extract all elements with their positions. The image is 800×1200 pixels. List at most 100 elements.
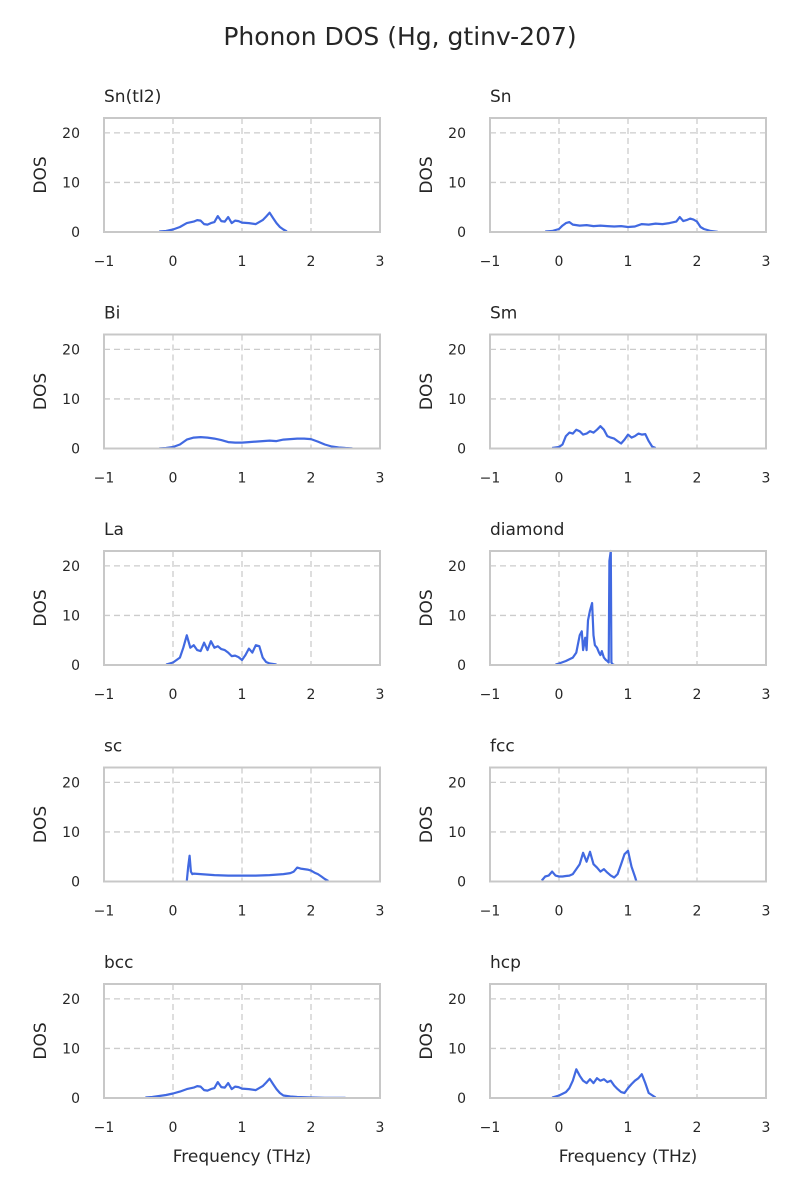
x-tick-label: 2: [693, 471, 702, 487]
x-tick-label: 2: [693, 904, 702, 920]
x-tick-label: 2: [307, 904, 316, 920]
y-axis-label: DOS: [417, 806, 437, 843]
plot-frame: [103, 983, 381, 1099]
x-tick-label: 3: [762, 254, 771, 270]
dos-series-line: [555, 549, 615, 666]
x-tick-label: 1: [238, 904, 247, 920]
y-tick-label: 10: [448, 175, 466, 191]
plot-frame: [103, 117, 381, 233]
x-tick-label: 1: [624, 904, 633, 920]
x-tick-label: 3: [376, 1120, 385, 1136]
x-tick-label: 1: [624, 471, 633, 487]
subplot-5: La −1 0 1 2 3 0 10 20 DOS: [31, 520, 384, 703]
x-tick-label: 2: [307, 1120, 316, 1136]
y-tick-label: 10: [448, 392, 466, 408]
y-axis-label: DOS: [417, 1022, 437, 1059]
x-tick-label: −1: [480, 687, 501, 703]
x-tick-label: 2: [307, 471, 316, 487]
x-axis-label: Frequency (THz): [559, 1147, 698, 1167]
subplot-title: La: [104, 520, 124, 540]
plot-frame: [489, 550, 767, 666]
x-tick-label: 0: [169, 904, 178, 920]
y-axis-label: DOS: [417, 373, 437, 410]
y-tick-label: 20: [62, 342, 80, 358]
dos-series-line: [551, 1068, 657, 1099]
y-tick-label: 0: [457, 225, 466, 241]
subplot-1: Sn(tI2) −1 0 1 2 3 0 10 20 DOS: [31, 87, 384, 270]
subplot-title: fcc: [490, 737, 515, 757]
subplot-7: sc −1 0 1 2 3 0 10 20 DOS: [31, 737, 384, 920]
dos-series-line: [540, 849, 638, 882]
subplot-title: hcp: [490, 953, 521, 973]
x-tick-label: −1: [480, 1120, 501, 1136]
subplot-2: Sn −1 0 1 2 3 0 10 20 DOS: [417, 87, 770, 270]
dos-series-line: [551, 425, 657, 450]
subplot-title: Sn(tI2): [104, 87, 161, 107]
x-tick-label: 1: [238, 471, 247, 487]
subplot-4: Sm −1 0 1 2 3 0 10 20 DOS: [417, 304, 770, 487]
y-tick-label: 10: [62, 392, 80, 408]
x-tick-label: 3: [376, 471, 385, 487]
y-axis-label: DOS: [31, 806, 51, 843]
y-tick-label: 10: [62, 175, 80, 191]
y-tick-label: 20: [448, 775, 466, 791]
x-tick-label: 3: [762, 471, 771, 487]
y-tick-label: 20: [448, 992, 466, 1008]
x-tick-label: −1: [480, 904, 501, 920]
x-tick-label: 0: [555, 904, 564, 920]
x-tick-label: 1: [624, 254, 633, 270]
y-tick-label: 20: [62, 775, 80, 791]
subplot-title: sc: [104, 737, 122, 757]
x-tick-label: −1: [94, 471, 115, 487]
x-tick-label: 2: [693, 687, 702, 703]
y-axis-label: DOS: [31, 156, 51, 193]
subplot-8: fcc −1 0 1 2 3 0 10 20 DOS: [417, 737, 770, 920]
y-tick-label: 10: [62, 608, 80, 624]
y-tick-label: 0: [457, 1091, 466, 1107]
plot-frame: [103, 766, 381, 883]
y-tick-label: 10: [448, 608, 466, 624]
subplot-title: Bi: [104, 304, 120, 324]
y-axis-label: DOS: [31, 373, 51, 410]
x-tick-label: 2: [307, 254, 316, 270]
x-tick-label: 2: [307, 687, 316, 703]
y-tick-label: 20: [448, 342, 466, 358]
y-axis-label: DOS: [31, 1022, 51, 1059]
subplot-title: Sm: [490, 304, 517, 324]
x-tick-label: 1: [238, 254, 247, 270]
x-tick-label: 0: [555, 1120, 564, 1136]
x-tick-label: 3: [762, 904, 771, 920]
x-tick-label: 0: [169, 254, 178, 270]
y-tick-label: 20: [62, 126, 80, 142]
y-tick-label: 20: [62, 559, 80, 575]
x-tick-label: −1: [94, 1120, 115, 1136]
y-tick-label: 0: [71, 1091, 80, 1107]
subplot-title: Sn: [490, 87, 512, 107]
y-tick-label: 0: [71, 442, 80, 458]
dos-series-line: [165, 634, 277, 666]
x-tick-label: −1: [94, 904, 115, 920]
subplot-3: Bi −1 0 1 2 3 0 10 20 DOS: [31, 304, 384, 487]
y-tick-label: 10: [62, 1041, 80, 1057]
y-tick-label: 0: [71, 658, 80, 674]
plot-frame: [103, 550, 381, 666]
y-tick-label: 20: [448, 559, 466, 575]
dos-series-line: [185, 854, 329, 882]
y-axis-label: DOS: [417, 589, 437, 626]
x-tick-label: 0: [555, 471, 564, 487]
y-axis-label: DOS: [31, 589, 51, 626]
x-tick-label: 0: [169, 1120, 178, 1136]
x-tick-label: 1: [238, 1120, 247, 1136]
x-tick-label: 3: [376, 687, 385, 703]
x-tick-label: −1: [94, 687, 115, 703]
x-tick-label: 0: [555, 687, 564, 703]
x-tick-label: −1: [480, 254, 501, 270]
x-tick-label: 1: [624, 1120, 633, 1136]
dos-series-line: [145, 1077, 346, 1100]
x-tick-label: 3: [762, 687, 771, 703]
x-tick-label: 2: [693, 254, 702, 270]
x-tick-label: 0: [169, 471, 178, 487]
plot-frame: [489, 333, 767, 450]
